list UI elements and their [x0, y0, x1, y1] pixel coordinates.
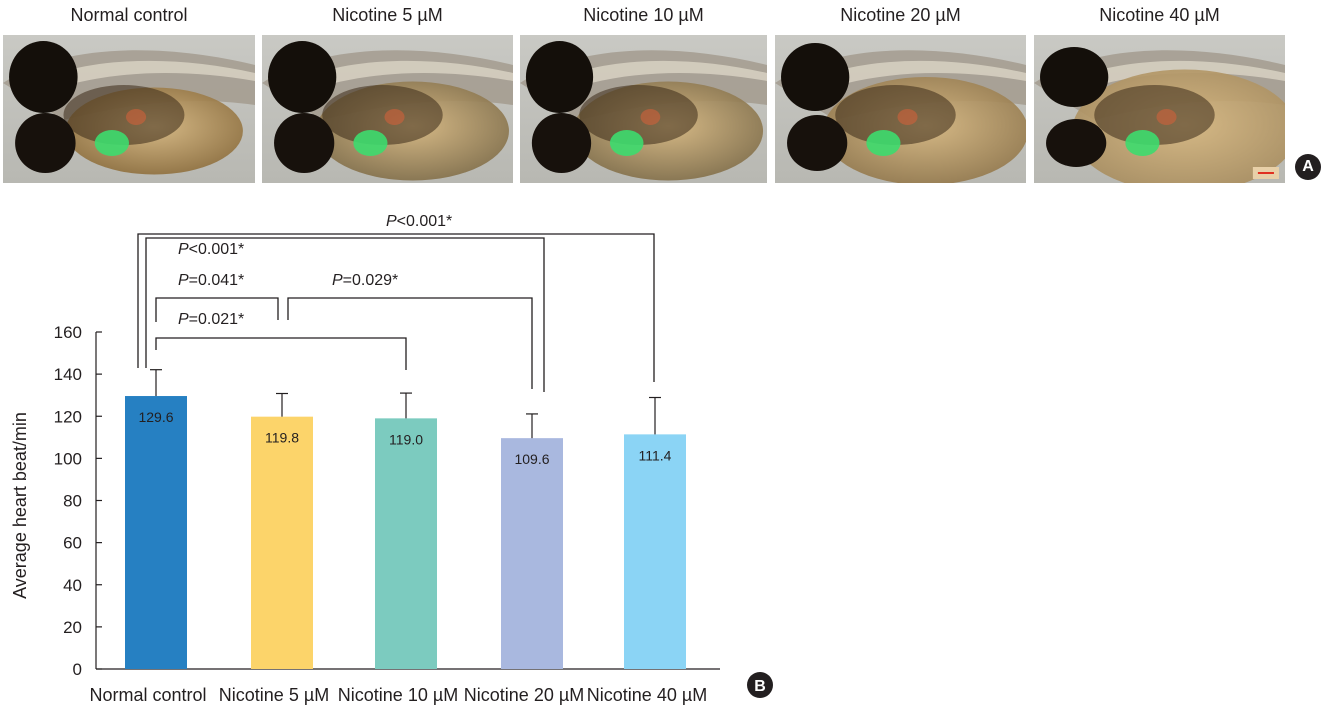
bar-value-label: 119.8: [265, 430, 299, 446]
y-tick-label: 80: [63, 492, 82, 511]
bar-value-label: 111.4: [639, 447, 672, 463]
zebrafish-micrograph: [520, 35, 767, 183]
image-title: Normal control: [70, 5, 188, 25]
y-axis-title: Average heart beat/min: [10, 412, 30, 599]
significance-bracket: [145, 237, 545, 392]
image-panel-nicotine-20: Nicotine 20 µM: [775, 0, 1026, 190]
image-panel-nicotine-10: Nicotine 10 µM: [520, 0, 767, 190]
x-category-label: Nicotine 40 µM: [587, 685, 707, 705]
significance-bracket: [137, 233, 655, 382]
significance-label: P=0.029*: [332, 272, 398, 289]
zebrafish-micrograph: [3, 35, 255, 183]
significance-label: P<0.001*: [386, 213, 452, 230]
zebrafish-embryo-image: [1034, 35, 1285, 183]
bar: [501, 438, 563, 669]
image-title: Nicotine 10 µM: [583, 5, 704, 25]
image-title: Nicotine 20 µM: [840, 5, 961, 25]
image-title: Nicotine 40 µM: [1099, 5, 1220, 25]
y-tick-label: 0: [73, 660, 82, 679]
y-tick-label: 160: [54, 323, 82, 342]
bar-value-label: 119.0: [389, 431, 423, 447]
significance-label: P=0.041*: [178, 272, 244, 289]
y-tick-label: 40: [63, 576, 82, 595]
bar-value-label: 129.6: [138, 409, 173, 425]
significance-bracket: [287, 297, 533, 389]
significance-label: P=0.021*: [178, 311, 244, 328]
y-tick-label: 100: [54, 449, 82, 468]
x-category-label: Nicotine 10 µM: [338, 685, 458, 705]
x-category-label: Nicotine 20 µM: [464, 685, 584, 705]
x-category-label: Nicotine 5 µM: [219, 685, 329, 705]
image-panel-normal-control: Normal control: [3, 0, 255, 190]
bar-value-label: 109.6: [514, 451, 549, 467]
significance-bracket: [155, 337, 407, 370]
bar: [251, 416, 313, 669]
heart-rate-bar-chart: 0 20 40 60 80 100 120 140 160 Average heart beat/…: [10, 213, 773, 705]
zebrafish-micrograph: [775, 35, 1026, 183]
zebrafish-micrograph: [1034, 35, 1285, 183]
y-tick-label: 20: [63, 618, 82, 637]
significance-label: P<0.001*: [178, 241, 244, 258]
y-tick-label: 140: [54, 365, 82, 384]
significance-bracket: [155, 297, 279, 322]
zebrafish-embryo-image: [775, 35, 1026, 183]
image-title: Nicotine 5 µM: [332, 5, 443, 25]
panel-b-badge: [747, 672, 773, 698]
x-category-label: Normal control: [89, 685, 206, 705]
panel-b-badge-label: B: [754, 678, 766, 695]
zebrafish-embryo-image: [262, 35, 513, 183]
image-panel-nicotine-40: Nicotine 40 µM: [1034, 0, 1285, 190]
y-tick-label: 60: [63, 534, 82, 553]
zebrafish-embryo-image: [520, 35, 767, 183]
bar: [125, 396, 187, 669]
panel-a: Normal control Nicotine 5 µM Nicotine 10…: [0, 0, 1326, 190]
zebrafish-embryo-image: [3, 35, 255, 183]
panel-a-badge: A: [1295, 154, 1321, 180]
zebrafish-micrograph: [262, 35, 513, 183]
y-tick-label: 120: [54, 407, 82, 426]
scale-bar: [1257, 172, 1274, 174]
bar: [375, 418, 437, 669]
bar: [624, 434, 686, 669]
image-panel-nicotine-5: Nicotine 5 µM: [262, 0, 513, 190]
